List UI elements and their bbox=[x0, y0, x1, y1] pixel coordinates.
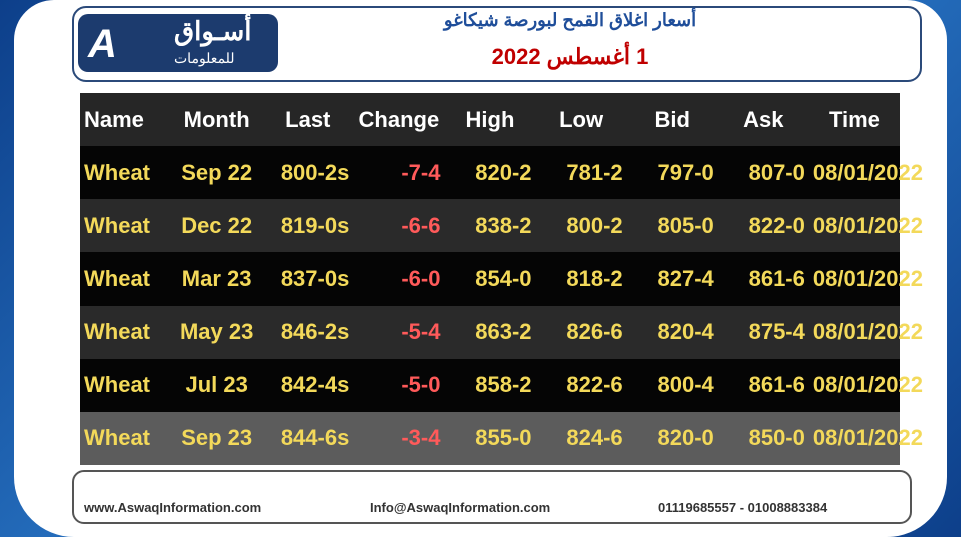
date: 1 أغسطس 2022 bbox=[491, 44, 649, 69]
cell: -3-4 bbox=[401, 425, 441, 451]
cell: -5-4 bbox=[401, 319, 441, 345]
cell: 824-6 bbox=[566, 425, 623, 451]
cell: 08/01/2022 bbox=[812, 319, 923, 345]
header-box bbox=[72, 6, 922, 82]
cell: 800-2s bbox=[280, 159, 350, 185]
cell: Sep 22 bbox=[181, 159, 253, 185]
cell: Mar 23 bbox=[181, 265, 252, 291]
table-row: Wheat Mar 23 837-0s -6-0 854-0 818-2 827-4 861-… bbox=[80, 252, 923, 306]
cell: 800-4 bbox=[657, 372, 714, 398]
table-row: Wheat Sep 22 800-2s -7-4 820-2 781-2 797-0 807-… bbox=[80, 146, 923, 200]
cell: Wheat bbox=[84, 212, 150, 238]
table-row: Wheat Dec 22 819-0s -6-6 838-2 800-2 805-0 822-… bbox=[80, 199, 923, 253]
title: أسعار اغلاق القمح لبورصة شيكاغو bbox=[443, 10, 697, 30]
cell: 08/01/2022 bbox=[812, 372, 923, 398]
cell: Wheat bbox=[84, 425, 150, 451]
cell: 820-4 bbox=[657, 319, 714, 345]
column-header: High bbox=[444, 93, 536, 147]
column-header: Time bbox=[808, 93, 900, 147]
email[interactable]: Info@AswaqInformation.com bbox=[370, 500, 551, 515]
cell: 822-6 bbox=[566, 372, 623, 398]
logo-sub: للمعلومات bbox=[174, 50, 235, 66]
cell: 846-2s bbox=[280, 319, 350, 345]
cell: 838-2 bbox=[475, 212, 532, 238]
cell: 844-6s bbox=[280, 425, 350, 451]
column-header: Change bbox=[353, 93, 445, 147]
phones: 01119685557 - 01008883384 bbox=[658, 500, 828, 515]
cell: Wheat bbox=[84, 265, 150, 291]
column-header: Name bbox=[80, 93, 172, 147]
cell: -6-0 bbox=[401, 265, 441, 291]
column-header: Month bbox=[171, 93, 263, 147]
cell: 850-0 bbox=[748, 425, 805, 451]
cell: Wheat bbox=[84, 372, 150, 398]
cell: 842-4s bbox=[280, 372, 350, 398]
cell: 837-0s bbox=[280, 265, 350, 291]
table-row: Wheat Sep 23 844-6s -3-4 855-0 824-6 820-0 850-… bbox=[80, 411, 923, 465]
cell: 822-0 bbox=[748, 212, 805, 238]
cell: 781-2 bbox=[566, 159, 623, 185]
cell: 807-0 bbox=[748, 159, 805, 185]
table-row: Wheat May 23 846-2s -5-4 863-2 826-6 820-4 875-… bbox=[80, 305, 923, 359]
cell: 820-2 bbox=[475, 159, 532, 185]
card bbox=[14, 0, 947, 537]
cell: Dec 22 bbox=[181, 212, 253, 238]
footer: www.AswaqInformation.com Info@AswaqInfor… bbox=[72, 470, 912, 524]
column-header: Last bbox=[262, 93, 354, 147]
cell: 861-6 bbox=[748, 265, 805, 291]
cell: 805-0 bbox=[657, 212, 714, 238]
column-header: Ask bbox=[717, 93, 809, 147]
cell: Jul 23 bbox=[185, 372, 248, 398]
website[interactable]: www.AswaqInformation.com bbox=[84, 500, 262, 515]
cell: 855-0 bbox=[475, 425, 532, 451]
header-row: Name Month Last Change High Low Bid Ask Time bbox=[80, 93, 900, 147]
cell: -5-0 bbox=[401, 372, 441, 398]
logo: A أسـواق للمعلومات bbox=[78, 14, 278, 72]
cell: 819-0s bbox=[280, 212, 350, 238]
cell: Wheat bbox=[84, 159, 150, 185]
cell: Wheat bbox=[84, 319, 150, 345]
cell: 820-0 bbox=[657, 425, 714, 451]
column-header: Low bbox=[535, 93, 627, 147]
cell: Sep 23 bbox=[181, 425, 253, 451]
cell: 827-4 bbox=[657, 265, 714, 291]
table-row: Wheat Jul 23 842-4s -5-0 858-2 822-6 800-4 861-… bbox=[80, 358, 923, 412]
cell: 818-2 bbox=[566, 265, 623, 291]
cell: 797-0 bbox=[657, 159, 714, 185]
cell: 08/01/2022 bbox=[812, 159, 923, 185]
cell: 08/01/2022 bbox=[812, 265, 923, 291]
logo-name: أسـواق bbox=[174, 16, 252, 46]
cell: 800-2 bbox=[566, 212, 623, 238]
cell: 875-4 bbox=[748, 319, 805, 345]
cell: -6-6 bbox=[401, 212, 441, 238]
cell: 858-2 bbox=[475, 372, 532, 398]
cell: 08/01/2022 bbox=[812, 212, 923, 238]
cell: 08/01/2022 bbox=[812, 425, 923, 451]
cell: 861-6 bbox=[748, 372, 805, 398]
price-table: Name Month Last Change High Low Bid Ask Time Whea… bbox=[80, 93, 923, 465]
cell: 863-2 bbox=[475, 319, 532, 345]
cell: -7-4 bbox=[401, 159, 441, 185]
cell: 854-0 bbox=[475, 265, 532, 291]
cell: May 23 bbox=[179, 319, 254, 345]
logo-icon: A bbox=[88, 22, 117, 66]
column-header: Bid bbox=[626, 93, 718, 147]
cell: 826-6 bbox=[566, 319, 623, 345]
